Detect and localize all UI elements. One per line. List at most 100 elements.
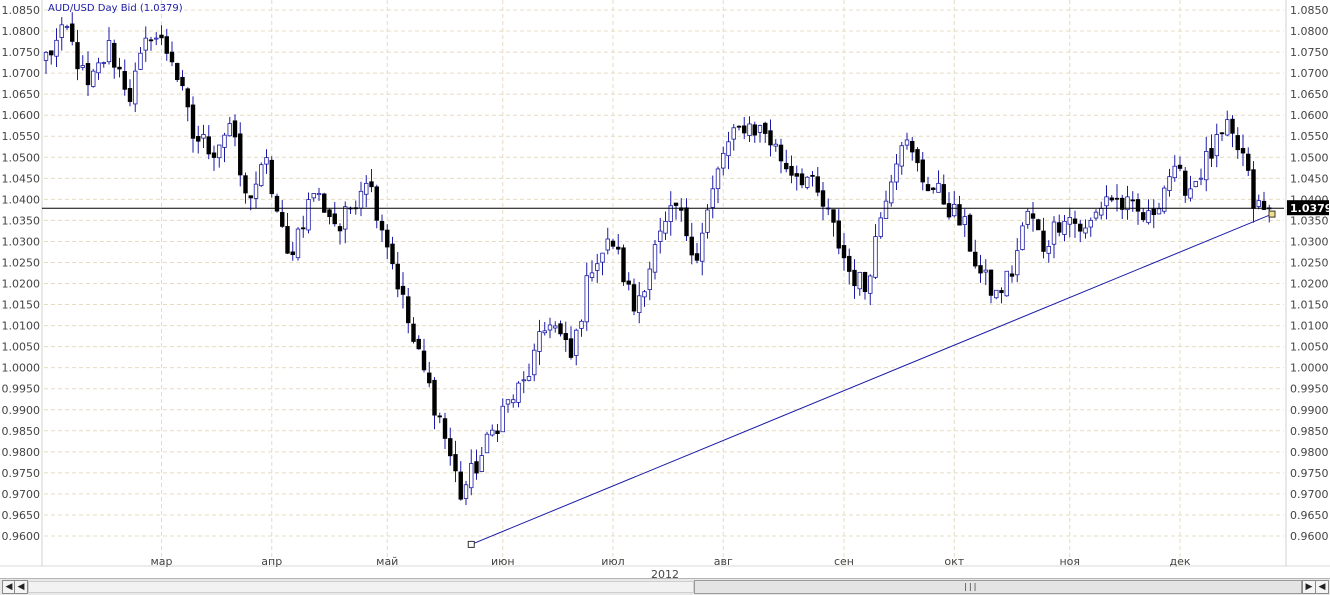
candle-up	[705, 209, 710, 233]
candle-down	[1041, 230, 1046, 252]
candle-down	[910, 140, 915, 153]
y-tick-label: 1.0850	[2, 4, 41, 17]
trendline-handle-start[interactable]	[467, 540, 475, 548]
candle-up	[574, 329, 579, 356]
candle-down	[558, 323, 563, 335]
x-tick-label: мар	[150, 555, 172, 568]
y-tick-label: 1.0000	[2, 362, 41, 375]
grip-icon: |||	[963, 582, 978, 591]
candle-up	[553, 325, 558, 329]
chart-background	[0, 0, 1330, 578]
candle-down	[390, 243, 395, 265]
candle-down	[164, 36, 169, 54]
y-tick-label: 1.0150	[2, 299, 41, 312]
y-tick-label: 1.0050	[1290, 341, 1329, 354]
trendline-handle-end[interactable]	[1268, 210, 1276, 218]
trendline[interactable]	[471, 213, 1273, 545]
candle-up	[358, 190, 364, 209]
candle-down	[568, 338, 574, 358]
candle-up	[311, 193, 316, 199]
candle-up	[637, 295, 642, 313]
scroll-left-step-button[interactable]: ◀	[14, 580, 28, 594]
candle-up	[605, 238, 610, 251]
candle-up	[1015, 250, 1020, 276]
candle-up	[479, 455, 484, 472]
candle-down	[421, 350, 427, 371]
candle-up	[899, 145, 904, 167]
candle-down	[285, 226, 290, 254]
y-tick-label: 1.0750	[1290, 46, 1329, 59]
candle-down	[458, 471, 463, 500]
candle-down	[836, 220, 841, 249]
candle-up	[469, 463, 474, 489]
candle-up	[106, 40, 112, 63]
candle-up	[1083, 227, 1088, 234]
candle-up	[952, 203, 957, 217]
candle-down	[495, 430, 500, 434]
candle-down	[610, 240, 616, 247]
candle-down	[327, 209, 332, 218]
candle-down	[1261, 200, 1267, 210]
candle-up	[227, 123, 232, 137]
candle-up	[1156, 208, 1162, 215]
candle-down	[1240, 147, 1246, 154]
y-tick-label: 1.0000	[1290, 362, 1329, 375]
candle-up	[306, 199, 311, 231]
candle-up	[537, 331, 542, 352]
scroll-right-button[interactable]: ▶	[1302, 580, 1316, 594]
y-tick-label: 1.0700	[2, 67, 41, 80]
candle-down	[736, 125, 742, 128]
y-tick-label: 1.0450	[1290, 172, 1329, 185]
y-tick-label: 1.0850	[1290, 4, 1329, 17]
candle-down	[973, 251, 978, 267]
y-tick-label: 1.0700	[1290, 67, 1329, 80]
candle-down	[847, 255, 852, 272]
scroll-track[interactable]	[28, 581, 694, 593]
y-tick-label: 1.0350	[1290, 214, 1329, 227]
y-tick-label: 1.0350	[2, 214, 41, 227]
y-tick-label: 0.9800	[1290, 446, 1329, 459]
horizontal-scrollbar[interactable]: ◀ ◀ ||| ▶ ◀	[0, 578, 1330, 595]
candle-up	[663, 220, 668, 234]
scroll-thumb[interactable]: |||	[694, 580, 1302, 594]
candle-down	[1209, 148, 1214, 159]
candle-up	[773, 143, 778, 147]
y-tick-label: 1.0650	[2, 88, 41, 101]
y-tick-label: 1.0600	[2, 109, 41, 122]
candle-down	[1078, 223, 1083, 232]
y-tick-label: 1.0250	[1290, 256, 1329, 269]
candle-down	[1109, 197, 1114, 201]
y-tick-label: 0.9900	[2, 404, 41, 417]
chart-grid	[44, 0, 1284, 566]
candle-up	[715, 168, 721, 190]
y-tick-label: 1.0500	[2, 151, 41, 164]
candle-down	[238, 133, 243, 176]
candle-down	[70, 23, 75, 42]
scroll-end-button[interactable]: ◀	[1315, 580, 1329, 594]
candle-down	[1030, 213, 1036, 219]
candle-down	[400, 285, 406, 295]
x-axis-labels: мар апр май июн июл авг сен окт ноя дек	[150, 555, 1190, 568]
x-tick-label: июн	[491, 555, 515, 568]
candle-up	[1020, 225, 1025, 250]
candle-down	[274, 195, 280, 212]
candle-up	[595, 263, 600, 271]
x-tick-label: дек	[1169, 555, 1190, 568]
y-tick-label: 1.0200	[1290, 278, 1329, 291]
candle-down	[915, 149, 920, 164]
candle-up	[1167, 176, 1172, 191]
candle-down	[169, 51, 175, 63]
candle-down	[1230, 118, 1235, 134]
candle-up	[295, 228, 301, 259]
candle-down	[946, 203, 952, 218]
candle-up	[138, 52, 143, 70]
y-tick-label: 1.0800	[2, 25, 41, 38]
candle-up	[343, 206, 348, 230]
y-tick-label: 0.9850	[1290, 425, 1329, 438]
y-tick-label: 1.0200	[2, 278, 41, 291]
y-tick-label: 1.0300	[1290, 235, 1329, 248]
candle-up	[1067, 217, 1072, 225]
candlestick-chart: 1.0850 1.0800 1.0750 1.0700 1.0650 1.0600 1.05…	[0, 0, 1330, 578]
candle-down	[280, 212, 285, 227]
candle-up	[731, 127, 736, 140]
